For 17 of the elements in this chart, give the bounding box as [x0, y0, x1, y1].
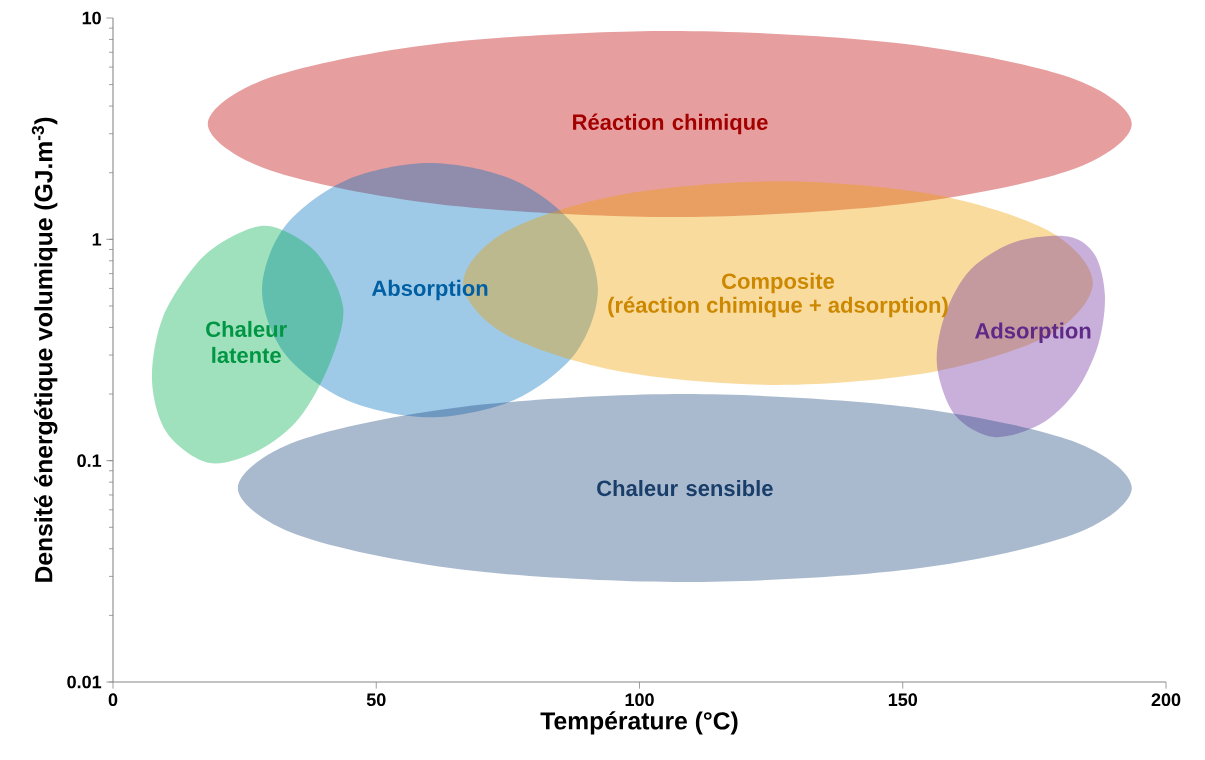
- series-label: Réaction chimique: [573, 113, 768, 135]
- x-tick-label: 0: [108, 693, 118, 707]
- y-axis-title: Densité énergétique volumique (GJ.m$^{-3}$): [31, 117, 58, 582]
- annotation: (réaction chimique + adsorption): [608, 296, 948, 318]
- series-label: Chaleur sensible: [597, 480, 773, 497]
- x-tick-label: 150: [888, 693, 918, 707]
- series-label: Composite: [722, 272, 835, 294]
- x-axis-title: Température (°C): [540, 711, 738, 735]
- series-label: Adsorption: [974, 322, 1091, 343]
- y-tick-label: 0.1: [77, 454, 102, 468]
- y-tick-label: 0.01: [67, 675, 102, 689]
- x-tick-label: 100: [625, 693, 654, 707]
- y-tick-label: 1: [92, 233, 102, 246]
- series-label: Chaleur latente: [206, 320, 287, 364]
- x-tick-label: 200: [1151, 693, 1181, 707]
- y-tick-label: 10: [82, 11, 101, 25]
- x-tick-label: 50: [366, 693, 386, 707]
